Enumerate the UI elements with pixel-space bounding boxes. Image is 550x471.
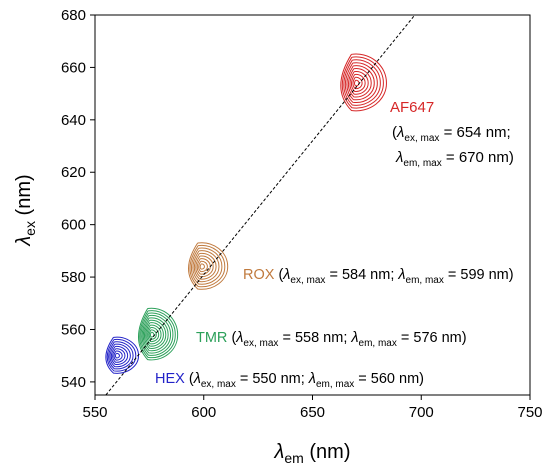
contour-level <box>146 324 162 345</box>
x-tick-label: 600 <box>191 404 216 421</box>
label-hex: HEX (λex, max = 550 nm; λem, max = 560 n… <box>155 371 424 390</box>
contour-level <box>193 252 217 280</box>
y-tick-label: 620 <box>61 164 86 181</box>
contour-level <box>142 317 169 352</box>
contour-level <box>138 307 179 361</box>
y-tick-label: 600 <box>61 217 86 234</box>
contour-level <box>353 79 360 87</box>
contour-level <box>108 341 134 370</box>
contour-level <box>105 336 140 374</box>
x-tick-label: 650 <box>300 404 325 421</box>
series-labels: AF647 (λex, max = 654 nm; λem, max = 670 n… <box>155 99 514 390</box>
y-tick-label: 640 <box>61 112 86 129</box>
contour-rox <box>188 242 229 290</box>
contour-level <box>147 327 160 343</box>
contour-level <box>188 242 229 290</box>
contour-level <box>143 319 167 349</box>
contour-level <box>145 322 164 347</box>
contour-level <box>343 59 381 106</box>
label-tmr: TMR (λex, max = 558 nm; λem, max = 576 n… <box>196 330 467 349</box>
contour-level <box>190 247 223 285</box>
contour-level <box>350 73 366 92</box>
contour-level <box>341 56 384 109</box>
x-tick-label: 550 <box>82 404 107 421</box>
y-axis: 540 560 580 600 620 640 660 680 <box>61 7 95 391</box>
label-rox: ROX (λex, max = 584 nm; λem, max = 599 n… <box>243 267 514 286</box>
contour-hex <box>105 336 140 374</box>
contour-level <box>109 343 131 368</box>
y-tick-label: 680 <box>61 7 86 24</box>
x-axis-title: λem (nm) <box>274 441 351 466</box>
contour-level <box>110 345 129 365</box>
contour-level <box>199 263 205 270</box>
contour-layer <box>105 53 387 374</box>
contour-level <box>195 255 214 278</box>
contour-af647 <box>340 53 387 112</box>
y-tick-label: 540 <box>61 374 86 391</box>
diagonal-line <box>105 15 416 395</box>
y-axis-title: λex (nm) <box>13 174 38 246</box>
contour-level <box>352 76 363 90</box>
contour-level <box>189 244 226 288</box>
contour-level <box>106 338 137 372</box>
contour-level <box>196 258 211 275</box>
label-af647-em: λem, max = 670 nm) <box>395 149 514 169</box>
x-tick-label: 750 <box>517 404 542 421</box>
y-tick-label: 660 <box>61 59 86 76</box>
x-axis: 550 600 650 700 750 <box>82 395 543 421</box>
contour-level <box>148 329 157 340</box>
contour-tmr <box>138 307 179 361</box>
contour-level <box>141 314 172 354</box>
contour-level <box>198 260 208 273</box>
contour-level <box>139 310 176 359</box>
contour-level <box>140 312 174 356</box>
contour-level <box>149 331 155 338</box>
contour-level <box>114 352 120 359</box>
contour-level <box>192 250 220 283</box>
contour-level <box>113 350 123 361</box>
y-tick-label: 560 <box>61 321 86 338</box>
x-tick-label: 700 <box>409 404 434 421</box>
label-af647-name: AF647 <box>390 99 434 116</box>
contour-level <box>349 71 369 95</box>
contour-level <box>344 62 378 104</box>
y-tick-label: 580 <box>61 269 86 286</box>
contour-level <box>347 68 372 98</box>
label-af647-ex: (λex, max = 654 nm; <box>392 124 511 144</box>
contour-level <box>340 53 387 112</box>
contour-level <box>346 65 375 101</box>
contour-level <box>112 348 126 363</box>
